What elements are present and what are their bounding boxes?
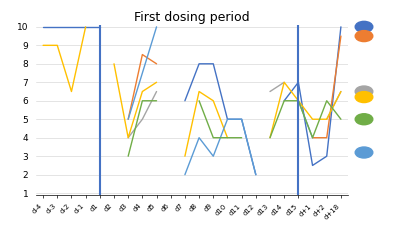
Title: First dosing period: First dosing period [134,11,250,24]
